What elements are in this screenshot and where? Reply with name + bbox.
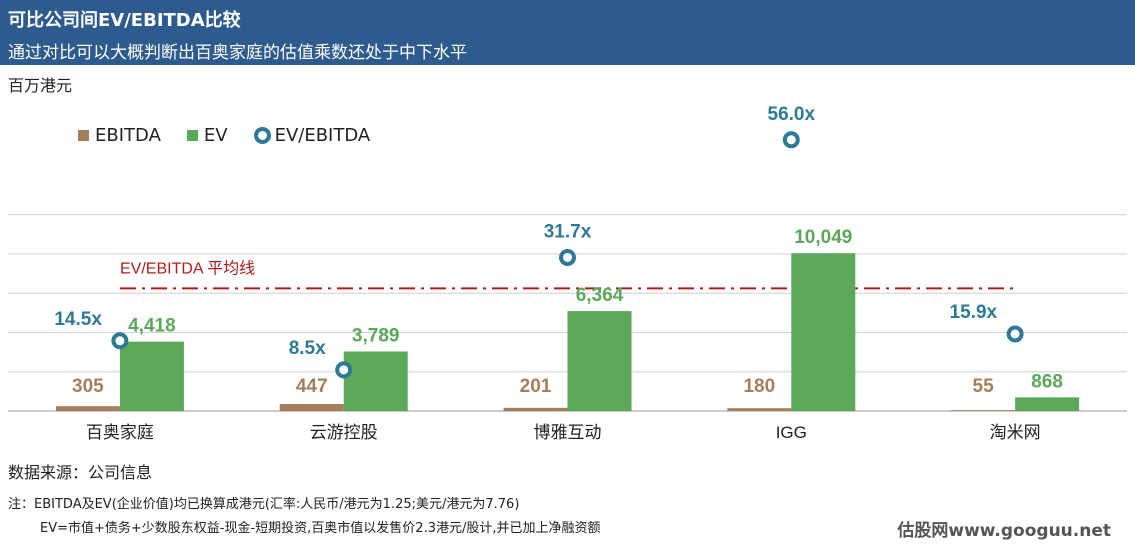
ratio-marker — [111, 332, 129, 350]
data-label-ratio: 15.9x — [950, 302, 998, 323]
category-label: 淘米网 — [990, 423, 1041, 442]
legend-label-ratio: EV/EBITDA — [274, 125, 371, 146]
data-label-ev: 10,049 — [794, 227, 852, 248]
data-label-ebitda: 447 — [296, 376, 328, 397]
bar-ev — [119, 341, 184, 411]
ratio-marker — [559, 248, 576, 266]
chart-title: 可比公司间EV/EBITDA比较 — [8, 10, 241, 31]
bar-ev — [567, 311, 632, 411]
legend-swatch-ebitda — [78, 130, 89, 141]
bar-ev — [343, 351, 408, 411]
bar-ebitda — [55, 406, 120, 411]
legend-item-ebitda: EBITDA — [78, 125, 161, 146]
bar-ebitda — [279, 403, 344, 411]
bar-ebitda — [727, 408, 792, 411]
plot-area — [0, 65, 1135, 547]
data-label-ratio: 8.5x — [289, 338, 326, 359]
legend-label-ev: EV — [203, 125, 228, 146]
bar-ebitda — [503, 407, 568, 411]
data-label-ebitda: 201 — [520, 376, 552, 397]
average-line-label: EV/EBITDA 平均线 — [120, 259, 255, 277]
data-label-ebitda: 305 — [72, 376, 104, 397]
legend-swatch-ev — [186, 130, 198, 141]
data-label-ratio: 14.5x — [54, 309, 102, 330]
category-label: 百奥家庭 — [86, 423, 154, 442]
legend-item-ratio: EV/EBITDA — [253, 125, 371, 146]
unit-label: 百万港元 — [8, 76, 73, 95]
legend-ring-ratio — [253, 127, 271, 144]
data-label-ebitda: 55 — [973, 376, 995, 397]
footnote-line-2: EV=市值+债务+少数股东权益-现金-短期投资,百奥市值以发售价2.3港元/股计… — [40, 521, 601, 536]
footnote-line-1: 注：EBITDA及EV(企业价值)均已换算成港元(汇率:人民币/港元为1.25;… — [8, 497, 520, 512]
category-label: 博雅互动 — [534, 423, 602, 442]
bar-ebitda — [951, 410, 1016, 411]
bar-ev — [1015, 397, 1080, 411]
data-label-ev: 868 — [1031, 371, 1063, 392]
ratio-marker — [335, 361, 353, 379]
data-label-ratio: 56.0x — [768, 104, 816, 125]
legend: EBITDA EV EV/EBITDA — [78, 125, 396, 146]
data-label-ev: 4,418 — [128, 316, 176, 337]
data-label-ev: 6,364 — [576, 285, 624, 306]
legend-label-ebitda: EBITDA — [95, 125, 161, 146]
bar-ev — [791, 253, 856, 411]
legend-item-ev: EV — [186, 125, 228, 146]
category-label: IGG — [776, 423, 807, 442]
ratio-marker — [1006, 325, 1024, 343]
chart-subtitle: 通过对比可以大概判断出百奥家庭的估值乘数还处于中下水平 — [8, 43, 467, 63]
ratio-marker — [782, 131, 800, 149]
data-label-ratio: 31.7x — [544, 221, 592, 242]
bar-chart: EV/EBITDA 平均线 305 4,418 14.5x 百奥家庭 447 3,789 8.… — [8, 104, 1127, 442]
watermark: 估股网www.googuu.net — [897, 521, 1111, 541]
data-label-ebitda: 180 — [743, 376, 775, 397]
category-label: 云游控股 — [310, 423, 378, 442]
data-source: 数据来源：公司信息 — [8, 463, 153, 482]
data-label-ev: 3,789 — [352, 326, 400, 347]
chart-header: 可比公司间EV/EBITDA比较 通过对比可以大概判断出百奥家庭的估值乘数还处于… — [0, 0, 1135, 65]
